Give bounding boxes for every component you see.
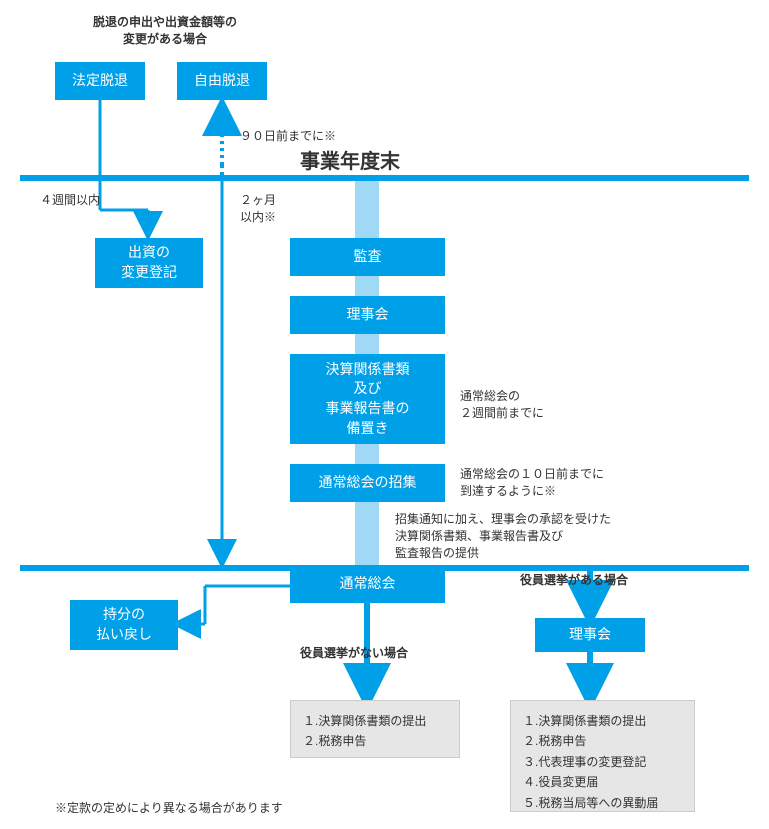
box-documents: 決算関係書類 及び 事業報告書の 備置き (290, 354, 445, 444)
result-a-item-2: ２.税務申告 (303, 731, 447, 751)
box-change-registration: 出資の 変更登記 (95, 238, 203, 288)
label-4weeks: ４週間以内 (40, 192, 100, 209)
box-board: 理事会 (290, 296, 445, 334)
footnote: ※定款の定めにより異なる場合があります (55, 800, 283, 817)
result-b-item-5: ５.税務当局等への異動届 (523, 793, 682, 813)
header-note-line1: 脱退の申出や出資金額等の (93, 15, 237, 29)
label-2months: ２ヶ月 以内※ (240, 192, 276, 226)
result-b-item-1: １.決算関係書類の提出 (523, 711, 682, 731)
box-convocation: 通常総会の招集 (290, 464, 445, 502)
result-b-item-4: ４.役員変更届 (523, 772, 682, 792)
result-box-b: １.決算関係書類の提出 ２.税務申告 ３.代表理事の変更登記 ４.役員変更届 ５… (510, 700, 695, 812)
result-box-a: １.決算関係書類の提出 ２.税務申告 (290, 700, 460, 758)
box-general-meeting: 通常総会 (290, 565, 445, 603)
header-note: 脱退の申出や出資金額等の 変更がある場合 (65, 14, 265, 48)
label-2weeks-before: 通常総会の ２週間前までに (460, 388, 544, 422)
result-a-item-1: １.決算関係書類の提出 (303, 711, 447, 731)
label-90days: ９０日前までに※ (240, 128, 336, 145)
header-note-line2: 変更がある場合 (123, 32, 207, 46)
box-statutory-withdrawal: 法定脱退 (55, 62, 145, 100)
result-b-item-3: ３.代表理事の変更登記 (523, 752, 682, 772)
box-audit: 監査 (290, 238, 445, 276)
label-election-yes: 役員選挙がある場合 (520, 572, 628, 589)
label-election-no: 役員選挙がない場合 (300, 645, 408, 662)
box-refund: 持分の 払い戻し (70, 600, 178, 650)
result-b-item-2: ２.税務申告 (523, 731, 682, 751)
box-voluntary-withdrawal: 自由脱退 (177, 62, 267, 100)
box-board-2: 理事会 (535, 618, 645, 652)
title-fiscal-year-end: 事業年度末 (300, 148, 400, 176)
label-notice-provision: 招集通知に加え、理事会の承認を受けた 決算関係書類、事業報告書及び 監査報告の提… (395, 511, 611, 561)
label-10days-before: 通常総会の１０日前までに 到達するように※ (460, 466, 604, 500)
